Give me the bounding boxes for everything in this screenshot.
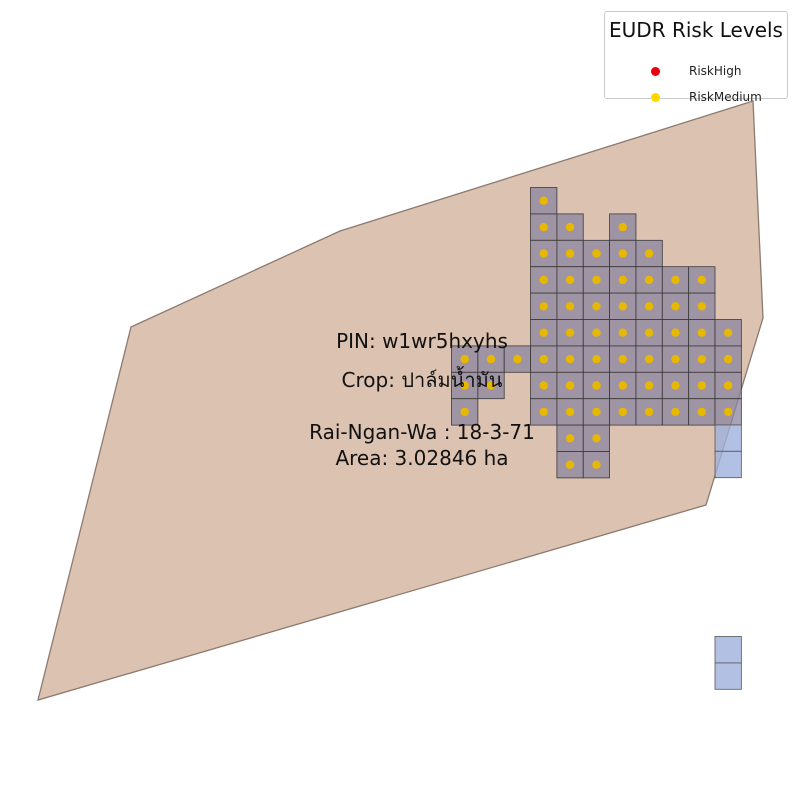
risk-medium-marker[interactable]: [539, 328, 548, 337]
risk-medium-marker[interactable]: [592, 381, 601, 390]
risk-medium-marker[interactable]: [618, 275, 627, 285]
risk-medium-marker[interactable]: [460, 381, 469, 390]
risk-medium-marker[interactable]: [565, 249, 575, 258]
risk-medium-marker[interactable]: [644, 328, 654, 337]
low-risk-grid-cell[interactable]: [714, 424, 742, 452]
legend: EUDR Risk Levels RiskHigh RiskMedium: [604, 11, 788, 104]
risk-medium-marker[interactable]: [565, 434, 575, 443]
legend-item-risk-medium: RiskMedium: [605, 89, 787, 107]
risk-medium-marker[interactable]: [723, 381, 733, 390]
risk-medium-marker[interactable]: [723, 328, 733, 337]
risk-medium-marker[interactable]: [618, 381, 627, 390]
risk-medium-marker[interactable]: [592, 275, 601, 285]
risk-medium-marker[interactable]: [565, 460, 575, 469]
risk-high-marker-icon: [651, 67, 660, 76]
risk-medium-marker[interactable]: [539, 354, 548, 364]
risk-medium-marker[interactable]: [565, 354, 575, 364]
risk-medium-marker[interactable]: [671, 381, 680, 390]
risk-medium-marker[interactable]: [486, 381, 496, 390]
risk-medium-marker[interactable]: [644, 302, 654, 311]
risk-medium-marker[interactable]: [618, 249, 627, 258]
risk-medium-marker[interactable]: [697, 275, 707, 285]
risk-medium-marker[interactable]: [644, 407, 654, 417]
risk-medium-marker[interactable]: [697, 328, 707, 337]
risk-medium-marker[interactable]: [486, 354, 496, 364]
risk-medium-marker[interactable]: [539, 196, 548, 205]
risk-medium-marker[interactable]: [723, 354, 733, 364]
risk-medium-marker[interactable]: [644, 275, 654, 285]
risk-medium-marker[interactable]: [460, 354, 469, 364]
risk-medium-marker[interactable]: [644, 354, 654, 364]
parcel-pin-label: PIN: w1wr5hxyhs: [336, 329, 508, 353]
risk-medium-marker[interactable]: [592, 407, 601, 417]
risk-medium-marker[interactable]: [539, 302, 548, 311]
risk-medium-marker[interactable]: [565, 302, 575, 311]
parcel-crop-label: Crop: ปาล์มน้ำมัน: [341, 368, 503, 392]
risk-medium-marker[interactable]: [618, 354, 627, 364]
risk-medium-marker[interactable]: [565, 275, 575, 285]
risk-medium-marker[interactable]: [618, 302, 627, 311]
risk-medium-marker[interactable]: [592, 302, 601, 311]
risk-medium-marker[interactable]: [539, 407, 548, 417]
risk-medium-marker[interactable]: [618, 407, 627, 417]
legend-label-risk-medium: RiskMedium: [689, 90, 762, 104]
parcel-rai-ngan-wa-label: Rai-Ngan-Wa : 18-3-71: [309, 420, 535, 444]
risk-medium-marker[interactable]: [697, 302, 707, 311]
risk-medium-marker[interactable]: [618, 328, 627, 337]
legend-item-risk-high: RiskHigh: [605, 63, 787, 81]
risk-medium-marker[interactable]: [565, 328, 575, 337]
risk-medium-marker-icon: [651, 93, 660, 102]
risk-medium-marker[interactable]: [671, 354, 680, 364]
low-risk-grid-cell[interactable]: [714, 662, 742, 690]
risk-medium-marker[interactable]: [592, 460, 601, 469]
risk-medium-marker[interactable]: [644, 249, 654, 258]
risk-medium-marker[interactable]: [565, 222, 575, 232]
risk-medium-marker[interactable]: [565, 381, 575, 390]
parcel-area-label: Area: 3.02846 ha: [335, 446, 509, 470]
risk-medium-marker[interactable]: [697, 354, 707, 364]
risk-marker-layer: [460, 196, 733, 469]
risk-medium-marker[interactable]: [697, 407, 707, 417]
risk-medium-marker[interactable]: [618, 222, 627, 232]
risk-medium-marker[interactable]: [723, 407, 733, 417]
risk-medium-marker[interactable]: [592, 328, 601, 337]
risk-medium-marker[interactable]: [592, 249, 601, 258]
legend-label-risk-high: RiskHigh: [689, 64, 742, 78]
risk-medium-marker[interactable]: [539, 275, 548, 285]
risk-medium-marker[interactable]: [697, 381, 707, 390]
risk-medium-marker[interactable]: [539, 222, 548, 232]
risk-medium-marker[interactable]: [592, 434, 601, 443]
risk-medium-marker[interactable]: [644, 381, 654, 390]
risk-medium-marker[interactable]: [671, 275, 680, 285]
risk-medium-marker[interactable]: [539, 381, 548, 390]
risk-grid-cell[interactable]: [714, 345, 742, 373]
risk-medium-marker[interactable]: [460, 407, 469, 417]
risk-medium-marker[interactable]: [513, 354, 522, 364]
risk-medium-marker[interactable]: [539, 249, 548, 258]
low-risk-grid-cell[interactable]: [714, 636, 742, 664]
risk-medium-marker[interactable]: [565, 407, 575, 417]
risk-medium-marker[interactable]: [671, 407, 680, 417]
risk-medium-marker[interactable]: [592, 354, 601, 364]
low-risk-grid-cell[interactable]: [714, 450, 742, 479]
risk-medium-marker[interactable]: [671, 328, 680, 337]
risk-medium-marker[interactable]: [671, 302, 680, 311]
legend-title: EUDR Risk Levels: [609, 18, 783, 42]
